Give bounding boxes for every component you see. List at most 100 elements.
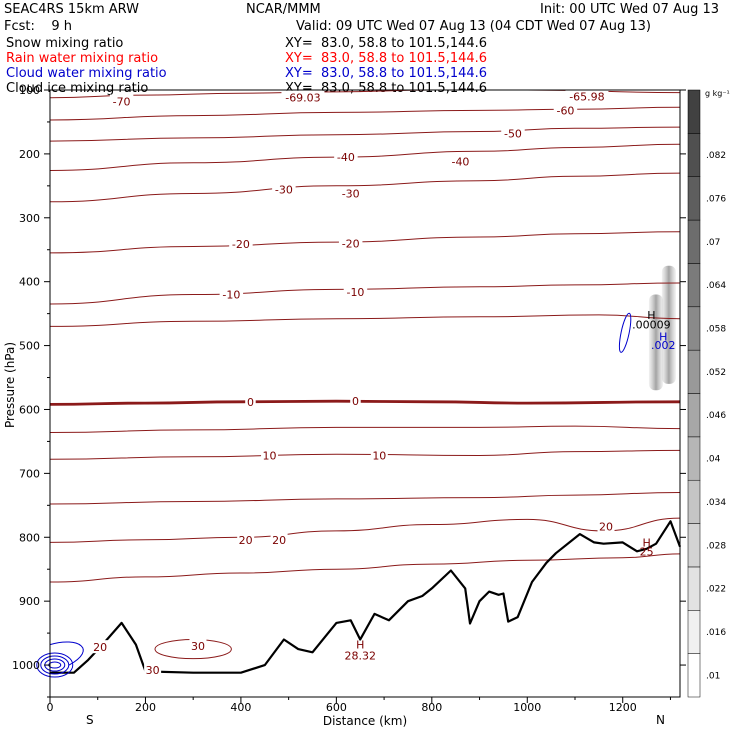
contour-label-bg-10	[338, 236, 363, 250]
center-title: NCAR/MMM	[246, 2, 321, 17]
colorbar-segment	[687, 566, 701, 611]
x-tick-label: 200	[135, 701, 156, 714]
y-tick-label: 400	[19, 276, 40, 289]
model-title: SEAC4RS 15km ARW	[4, 2, 140, 17]
colorbar-segment	[687, 176, 701, 221]
contour-label: -30	[275, 184, 293, 197]
contour-label: -10	[346, 286, 364, 299]
south-label: S	[86, 713, 94, 727]
temperature-contour--10	[49, 282, 681, 305]
contour-label: 10	[263, 449, 277, 462]
contour-label-bg-4	[501, 126, 525, 140]
colorbar-segment	[687, 479, 701, 524]
contour-label: -50	[504, 127, 522, 140]
field-name-snow: Snow mixing ratio	[6, 36, 124, 51]
colorbar-tick-label: .034	[706, 498, 726, 508]
temperature-contour-25	[49, 553, 681, 583]
y-tick-label: 1000	[12, 659, 40, 672]
cloud-water-contour-1	[40, 655, 70, 675]
plot-frame	[49, 89, 681, 698]
init-time: Init: 00 UTC Wed 07 Aug 13	[540, 2, 720, 17]
contour-label-bg-9	[229, 236, 253, 250]
colorbar-segment	[687, 219, 701, 264]
contour-label-bg-3	[553, 103, 578, 117]
contour-label: -40	[451, 156, 469, 169]
colorbar-tick-label: .064	[706, 281, 726, 291]
contour-label-bg-5	[334, 150, 358, 164]
x-tick-label: 1000	[513, 701, 541, 714]
colorbar-segment	[687, 436, 701, 481]
extremum-label: .002	[651, 339, 676, 352]
temperature-contour--40	[49, 143, 681, 171]
extremum-label: H	[659, 331, 667, 344]
colorbar-tick-label: .046	[706, 411, 726, 421]
contour-label-bg-14	[350, 394, 361, 408]
contour-label: 20	[272, 534, 286, 547]
y-tick-label: 100	[19, 84, 40, 97]
colorbar-tick-label: .076	[706, 194, 726, 204]
temperature-contour-10	[49, 449, 681, 460]
colorbar-tick-label: .07	[706, 238, 720, 248]
x-axis-title: Distance (km)	[323, 714, 407, 728]
colorbar-segment	[687, 523, 701, 568]
colorbar-segment	[687, 393, 701, 438]
contour-label: -70	[113, 96, 131, 109]
colorbar-segment	[687, 349, 701, 394]
contour-label-bg-18	[270, 532, 288, 546]
y-axis-title: Pressure (hPa)	[3, 342, 17, 428]
field-xy-rain: XY= 83.0, 58.8 to 101.5,144.6	[285, 51, 488, 66]
contour-label: -30	[342, 188, 360, 201]
temperature-contour--5	[49, 314, 681, 327]
x-tick-label: 1200	[609, 701, 637, 714]
extremum-label: H	[642, 536, 650, 549]
colorbar-tick-label: .04	[706, 455, 721, 465]
valid-time: Valid: 09 UTC Wed 07 Aug 13 (04 CDT Wed …	[296, 19, 651, 34]
contour-label: -20	[232, 238, 250, 251]
cloud-water-contour-outer	[49, 641, 84, 666]
colorbar-segment	[687, 263, 701, 308]
y-tick-label: 800	[19, 531, 40, 544]
contour-label: -69.03	[285, 92, 320, 105]
colorbar-tick-label: .058	[706, 324, 726, 334]
y-tick-label: 900	[19, 595, 40, 608]
extremum-label: H	[647, 309, 655, 322]
colorbar-segment	[687, 306, 701, 351]
contour-label: -60	[556, 104, 574, 117]
terrain-line	[50, 520, 682, 674]
temperature-contour-0	[49, 399, 681, 406]
field-xy-cloud-water: XY= 83.0, 58.8 to 101.5,144.6	[285, 66, 488, 81]
y-tick-label: 700	[19, 467, 40, 480]
temperature-contour--50	[49, 126, 681, 142]
contour-label-bg-11	[219, 287, 244, 301]
north-label: N	[656, 713, 665, 727]
contour-label: -65.98	[569, 90, 604, 103]
y-tick-label: 300	[19, 212, 40, 225]
extremum-label: 25	[640, 545, 654, 558]
contour-label-bg-12	[343, 284, 368, 298]
contour-label: 20	[239, 534, 253, 547]
colorbar-tick-label: .022	[706, 585, 726, 595]
contour-label-bg-20	[189, 638, 207, 652]
field-name-rain: Rain water mixing ratio	[6, 51, 159, 66]
contour-label-bg-22	[91, 640, 109, 654]
contour-label-bg-21	[144, 663, 162, 677]
y-tick-label: 200	[19, 148, 40, 161]
contour-label: 30	[191, 640, 205, 653]
colorbar-tick-label: .016	[706, 628, 726, 638]
extremum-label: .00009	[632, 318, 671, 331]
temperature-contour--60	[49, 106, 681, 121]
contour-label-bg-17	[237, 532, 255, 546]
colorbar-unit: g kg⁻¹	[705, 89, 730, 98]
contour-label-bg-7	[272, 182, 296, 196]
x-tick-label: 0	[47, 701, 54, 714]
cloud-water-contour-0	[36, 652, 74, 678]
y-tick-label: 600	[19, 403, 40, 416]
contour-label-bg-0	[109, 94, 134, 108]
colorbar-tick-label: .082	[706, 151, 726, 161]
contour-label-bg-6	[448, 154, 473, 168]
contour-label: 20	[599, 520, 613, 533]
contour-label-bg-15	[261, 448, 279, 462]
colorbar-segment	[687, 653, 701, 698]
contour-label: 0	[247, 396, 254, 409]
x-tick-label: 600	[326, 701, 347, 714]
